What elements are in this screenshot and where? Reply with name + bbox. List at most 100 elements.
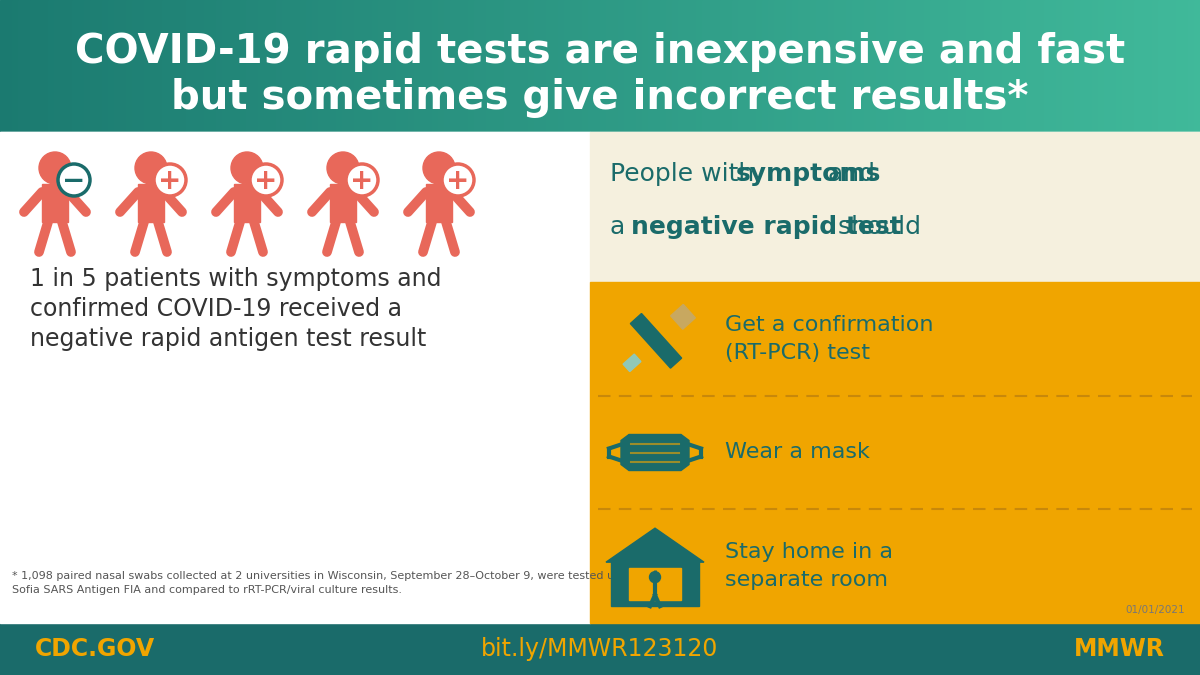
Bar (504, 0, 511, 132)
Bar (414, 0, 421, 132)
Bar (798, 0, 805, 132)
Bar (984, 0, 991, 132)
Bar (126, 0, 133, 132)
Bar (540, 0, 547, 132)
Bar (642, 0, 649, 132)
Bar (768, 0, 775, 132)
Bar (534, 0, 541, 132)
Bar (666, 0, 673, 132)
Bar (774, 0, 781, 132)
Bar (1152, 0, 1159, 132)
Text: symptoms: symptoms (736, 162, 881, 186)
Bar (30, 0, 37, 132)
Bar (1110, 0, 1117, 132)
Text: −: − (62, 167, 85, 195)
Bar (990, 0, 997, 132)
Bar (684, 0, 691, 132)
Bar (648, 0, 655, 132)
Bar (726, 0, 733, 132)
Bar (426, 184, 452, 222)
Circle shape (58, 164, 90, 196)
Bar (546, 0, 553, 132)
Bar (630, 0, 637, 132)
Text: +: + (350, 167, 373, 195)
Polygon shape (630, 313, 682, 368)
Bar (60, 0, 67, 132)
Bar (611, 562, 698, 606)
Polygon shape (623, 354, 641, 371)
Bar (612, 0, 619, 132)
Bar (432, 0, 439, 132)
Text: +: + (158, 167, 181, 195)
Bar (294, 0, 301, 132)
Bar (948, 0, 955, 132)
Bar (156, 0, 163, 132)
Text: COVID-19 rapid tests are inexpensive and fast: COVID-19 rapid tests are inexpensive and… (74, 32, 1126, 72)
Bar (558, 0, 565, 132)
Bar (48, 0, 55, 132)
Bar (966, 0, 973, 132)
Text: MMWR: MMWR (1074, 637, 1165, 661)
Bar (66, 0, 73, 132)
Bar (222, 0, 229, 132)
Text: confirmed COVID-19 received a: confirmed COVID-19 received a (30, 297, 402, 321)
Bar (12, 0, 19, 132)
Bar (1032, 0, 1039, 132)
Circle shape (154, 164, 186, 196)
Circle shape (38, 152, 71, 184)
Bar (552, 0, 559, 132)
Bar (660, 0, 667, 132)
Bar (1044, 0, 1051, 132)
Bar (1188, 0, 1195, 132)
Bar (1176, 0, 1183, 132)
Bar (954, 0, 961, 132)
Bar (762, 0, 769, 132)
Bar (108, 0, 115, 132)
Bar (678, 0, 685, 132)
Bar (216, 0, 223, 132)
Bar (318, 0, 325, 132)
Bar (240, 0, 247, 132)
Bar (1128, 0, 1135, 132)
Bar (96, 0, 103, 132)
Circle shape (230, 152, 263, 184)
Bar (204, 0, 211, 132)
Bar (462, 0, 469, 132)
Text: a: a (610, 215, 634, 239)
Bar (396, 0, 403, 132)
Bar (918, 0, 925, 132)
Bar (594, 0, 601, 132)
Bar (894, 0, 901, 132)
Bar (354, 0, 361, 132)
Bar (1080, 0, 1087, 132)
Bar (732, 0, 739, 132)
Bar (1158, 0, 1165, 132)
Bar (210, 0, 217, 132)
Polygon shape (622, 435, 689, 470)
Bar (120, 0, 127, 132)
Bar (882, 0, 889, 132)
Text: +: + (254, 167, 277, 195)
Bar (1182, 0, 1189, 132)
Text: should: should (830, 215, 922, 239)
Bar (390, 0, 397, 132)
Bar (624, 0, 631, 132)
Text: 1 in 5 patients with symptoms and: 1 in 5 patients with symptoms and (30, 267, 442, 291)
Bar (564, 0, 571, 132)
Bar (144, 0, 151, 132)
Circle shape (424, 152, 455, 184)
Bar (900, 0, 907, 132)
Bar (996, 0, 1003, 132)
Bar (828, 0, 835, 132)
Bar (168, 0, 175, 132)
Bar (822, 0, 829, 132)
Bar (1026, 0, 1033, 132)
Bar (306, 0, 313, 132)
Text: * 1,098 paired nasal swabs collected at 2 universities in Wisconsin, September 2: * 1,098 paired nasal swabs collected at … (12, 571, 637, 581)
Bar (450, 0, 457, 132)
Bar (846, 0, 853, 132)
Bar (1164, 0, 1171, 132)
Bar (360, 0, 367, 132)
Text: and: and (820, 162, 875, 186)
Bar (636, 0, 643, 132)
